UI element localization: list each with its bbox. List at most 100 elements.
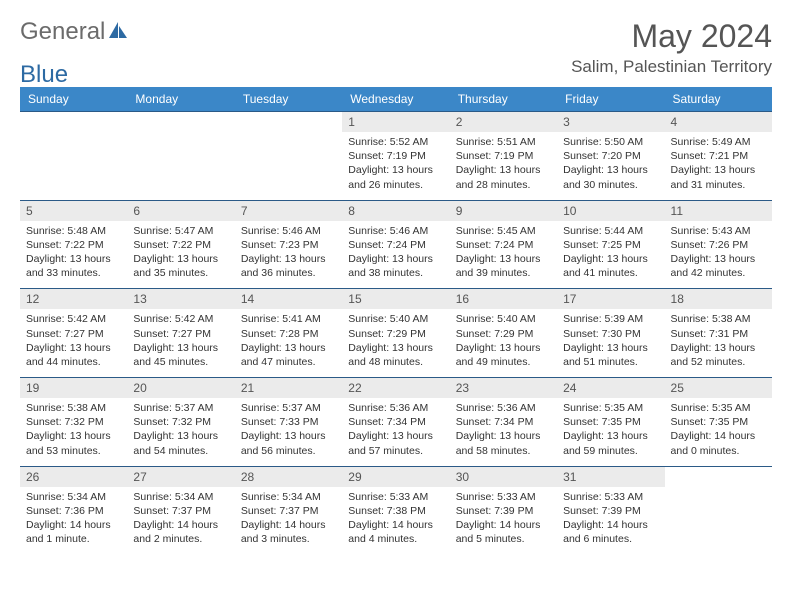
- day-number: 21: [235, 378, 342, 398]
- calendar-cell: 9Sunrise: 5:45 AMSunset: 7:24 PMDaylight…: [450, 200, 557, 289]
- day-info: Sunrise: 5:40 AMSunset: 7:29 PMDaylight:…: [342, 309, 449, 377]
- day-info: Sunrise: 5:48 AMSunset: 7:22 PMDaylight:…: [20, 221, 127, 289]
- weekday-header: Wednesday: [342, 87, 449, 112]
- day-number: 2: [450, 112, 557, 132]
- calendar-cell: 13Sunrise: 5:42 AMSunset: 7:27 PMDayligh…: [127, 289, 234, 378]
- day-info: Sunrise: 5:44 AMSunset: 7:25 PMDaylight:…: [557, 221, 664, 289]
- day-number: 1: [342, 112, 449, 132]
- calendar-table: SundayMondayTuesdayWednesdayThursdayFrid…: [20, 87, 772, 554]
- day-number: 4: [665, 112, 772, 132]
- location: Salim, Palestinian Territory: [571, 57, 772, 77]
- calendar-cell: 23Sunrise: 5:36 AMSunset: 7:34 PMDayligh…: [450, 378, 557, 467]
- day-info: Sunrise: 5:41 AMSunset: 7:28 PMDaylight:…: [235, 309, 342, 377]
- day-number: 8: [342, 201, 449, 221]
- day-info: Sunrise: 5:52 AMSunset: 7:19 PMDaylight:…: [342, 132, 449, 200]
- calendar-cell: 4Sunrise: 5:49 AMSunset: 7:21 PMDaylight…: [665, 112, 772, 201]
- day-number: 3: [557, 112, 664, 132]
- day-info: Sunrise: 5:47 AMSunset: 7:22 PMDaylight:…: [127, 221, 234, 289]
- day-info: Sunrise: 5:39 AMSunset: 7:30 PMDaylight:…: [557, 309, 664, 377]
- day-info: Sunrise: 5:37 AMSunset: 7:33 PMDaylight:…: [235, 398, 342, 466]
- day-info: Sunrise: 5:40 AMSunset: 7:29 PMDaylight:…: [450, 309, 557, 377]
- day-number: 25: [665, 378, 772, 398]
- calendar-cell: 21Sunrise: 5:37 AMSunset: 7:33 PMDayligh…: [235, 378, 342, 467]
- calendar-body: 0 0 0 1Sunrise: 5:52 AMSunset: 7:19 PMDa…: [20, 112, 772, 555]
- day-info: Sunrise: 5:34 AMSunset: 7:36 PMDaylight:…: [20, 487, 127, 555]
- day-number: 5: [20, 201, 127, 221]
- day-info: Sunrise: 5:42 AMSunset: 7:27 PMDaylight:…: [20, 309, 127, 377]
- calendar-cell: 0: [665, 466, 772, 554]
- day-info: Sunrise: 5:42 AMSunset: 7:27 PMDaylight:…: [127, 309, 234, 377]
- calendar-cell: 14Sunrise: 5:41 AMSunset: 7:28 PMDayligh…: [235, 289, 342, 378]
- calendar-cell: 22Sunrise: 5:36 AMSunset: 7:34 PMDayligh…: [342, 378, 449, 467]
- day-info: Sunrise: 5:35 AMSunset: 7:35 PMDaylight:…: [557, 398, 664, 466]
- calendar-cell: 12Sunrise: 5:42 AMSunset: 7:27 PMDayligh…: [20, 289, 127, 378]
- day-info: Sunrise: 5:38 AMSunset: 7:32 PMDaylight:…: [20, 398, 127, 466]
- header: General May 2024 Salim, Palestinian Terr…: [20, 18, 772, 77]
- day-info: Sunrise: 5:33 AMSunset: 7:39 PMDaylight:…: [450, 487, 557, 555]
- day-number: 29: [342, 467, 449, 487]
- calendar-cell: 7Sunrise: 5:46 AMSunset: 7:23 PMDaylight…: [235, 200, 342, 289]
- calendar-cell: 25Sunrise: 5:35 AMSunset: 7:35 PMDayligh…: [665, 378, 772, 467]
- calendar-cell: 8Sunrise: 5:46 AMSunset: 7:24 PMDaylight…: [342, 200, 449, 289]
- calendar-cell: 3Sunrise: 5:50 AMSunset: 7:20 PMDaylight…: [557, 112, 664, 201]
- day-number: 10: [557, 201, 664, 221]
- sail-icon: [107, 20, 129, 45]
- calendar-cell: 5Sunrise: 5:48 AMSunset: 7:22 PMDaylight…: [20, 200, 127, 289]
- calendar-cell: 31Sunrise: 5:33 AMSunset: 7:39 PMDayligh…: [557, 466, 664, 554]
- calendar-cell: 1Sunrise: 5:52 AMSunset: 7:19 PMDaylight…: [342, 112, 449, 201]
- day-number: 31: [557, 467, 664, 487]
- calendar-cell: 10Sunrise: 5:44 AMSunset: 7:25 PMDayligh…: [557, 200, 664, 289]
- calendar-cell: 29Sunrise: 5:33 AMSunset: 7:38 PMDayligh…: [342, 466, 449, 554]
- month-title: May 2024: [571, 18, 772, 55]
- day-info: Sunrise: 5:37 AMSunset: 7:32 PMDaylight:…: [127, 398, 234, 466]
- calendar-cell: 15Sunrise: 5:40 AMSunset: 7:29 PMDayligh…: [342, 289, 449, 378]
- day-number: 12: [20, 289, 127, 309]
- day-number: 18: [665, 289, 772, 309]
- day-number: 23: [450, 378, 557, 398]
- weekday-header: Sunday: [20, 87, 127, 112]
- day-info: Sunrise: 5:34 AMSunset: 7:37 PMDaylight:…: [127, 487, 234, 555]
- day-number: 28: [235, 467, 342, 487]
- day-info: Sunrise: 5:51 AMSunset: 7:19 PMDaylight:…: [450, 132, 557, 200]
- day-number: 17: [557, 289, 664, 309]
- logo-text-left: General: [20, 18, 105, 46]
- calendar-cell: 16Sunrise: 5:40 AMSunset: 7:29 PMDayligh…: [450, 289, 557, 378]
- calendar-cell: 20Sunrise: 5:37 AMSunset: 7:32 PMDayligh…: [127, 378, 234, 467]
- calendar-row: 5Sunrise: 5:48 AMSunset: 7:22 PMDaylight…: [20, 200, 772, 289]
- calendar-cell: 19Sunrise: 5:38 AMSunset: 7:32 PMDayligh…: [20, 378, 127, 467]
- day-info: Sunrise: 5:33 AMSunset: 7:38 PMDaylight:…: [342, 487, 449, 555]
- calendar-cell: 2Sunrise: 5:51 AMSunset: 7:19 PMDaylight…: [450, 112, 557, 201]
- calendar-cell: 0: [20, 112, 127, 201]
- day-info: Sunrise: 5:33 AMSunset: 7:39 PMDaylight:…: [557, 487, 664, 555]
- day-info: Sunrise: 5:46 AMSunset: 7:23 PMDaylight:…: [235, 221, 342, 289]
- calendar-cell: 18Sunrise: 5:38 AMSunset: 7:31 PMDayligh…: [665, 289, 772, 378]
- day-number: 30: [450, 467, 557, 487]
- calendar-cell: 11Sunrise: 5:43 AMSunset: 7:26 PMDayligh…: [665, 200, 772, 289]
- title-block: May 2024 Salim, Palestinian Territory: [571, 18, 772, 77]
- calendar-row: 0 0 0 1Sunrise: 5:52 AMSunset: 7:19 PMDa…: [20, 112, 772, 201]
- day-number: 11: [665, 201, 772, 221]
- day-info: Sunrise: 5:49 AMSunset: 7:21 PMDaylight:…: [665, 132, 772, 200]
- day-number: 7: [235, 201, 342, 221]
- day-number: 13: [127, 289, 234, 309]
- day-number: 24: [557, 378, 664, 398]
- day-number: 16: [450, 289, 557, 309]
- day-number: 15: [342, 289, 449, 309]
- weekday-header: Friday: [557, 87, 664, 112]
- day-info: Sunrise: 5:38 AMSunset: 7:31 PMDaylight:…: [665, 309, 772, 377]
- day-number: 9: [450, 201, 557, 221]
- calendar-cell: 26Sunrise: 5:34 AMSunset: 7:36 PMDayligh…: [20, 466, 127, 554]
- calendar-cell: 6Sunrise: 5:47 AMSunset: 7:22 PMDaylight…: [127, 200, 234, 289]
- calendar-header-row: SundayMondayTuesdayWednesdayThursdayFrid…: [20, 87, 772, 112]
- day-info: Sunrise: 5:35 AMSunset: 7:35 PMDaylight:…: [665, 398, 772, 466]
- day-info: Sunrise: 5:43 AMSunset: 7:26 PMDaylight:…: [665, 221, 772, 289]
- weekday-header: Thursday: [450, 87, 557, 112]
- calendar-cell: 27Sunrise: 5:34 AMSunset: 7:37 PMDayligh…: [127, 466, 234, 554]
- weekday-header: Saturday: [665, 87, 772, 112]
- day-number: 27: [127, 467, 234, 487]
- calendar-cell: 30Sunrise: 5:33 AMSunset: 7:39 PMDayligh…: [450, 466, 557, 554]
- day-number: 6: [127, 201, 234, 221]
- day-number: 22: [342, 378, 449, 398]
- day-number: 26: [20, 467, 127, 487]
- weekday-header: Tuesday: [235, 87, 342, 112]
